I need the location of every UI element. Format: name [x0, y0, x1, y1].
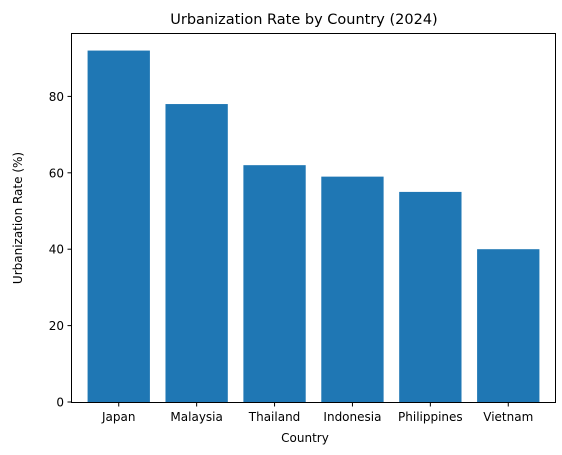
bar-vietnam: [477, 249, 540, 402]
bars-group: [87, 50, 540, 403]
x-tick-label: Philippines: [398, 410, 463, 424]
x-axis: Japan Malaysia Thailand Indonesia Philippine…: [101, 402, 533, 424]
x-tick-label: Indonesia: [323, 410, 381, 424]
y-tick-label: 20: [49, 319, 64, 333]
y-axis: 0 20 40 60 80: [49, 90, 72, 410]
y-tick-label: 40: [49, 243, 64, 257]
chart-title: Urbanization Rate by Country (2024): [170, 12, 437, 28]
plot-area-frame: [71, 33, 556, 403]
x-tick-label: Thailand: [248, 410, 301, 424]
x-tick-label: Malaysia: [170, 410, 222, 424]
x-axis-label: Country: [281, 431, 329, 445]
bar-thailand: [243, 165, 306, 402]
bar-japan: [87, 50, 150, 402]
y-axis-label: Urbanization Rate (%): [11, 152, 25, 284]
y-tick-label: 60: [49, 166, 64, 180]
bar-philippines: [399, 191, 462, 402]
x-tick-label: Vietnam: [483, 410, 533, 424]
y-tick-label: 0: [56, 396, 64, 410]
bar-malaysia: [165, 104, 228, 403]
x-tick-label: Japan: [101, 410, 135, 424]
bar-indonesia: [321, 176, 384, 402]
y-tick-label: 80: [49, 90, 64, 104]
